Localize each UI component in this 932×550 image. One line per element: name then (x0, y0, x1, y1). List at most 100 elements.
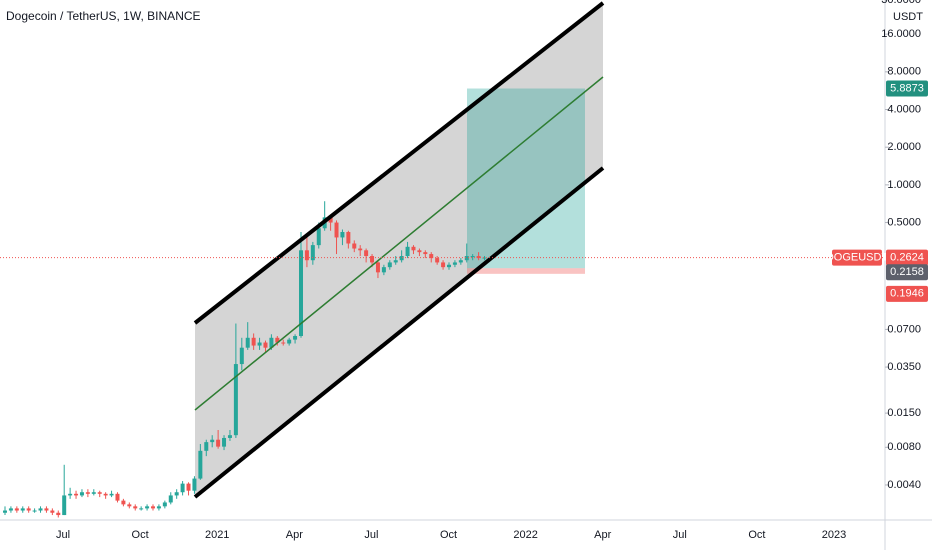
candle-body (121, 500, 126, 505)
candle-body (316, 228, 321, 246)
stop-zone (467, 268, 585, 274)
candle-body (470, 256, 475, 258)
y-tick-label: 0.0150 (887, 407, 921, 419)
candle-body (447, 264, 451, 268)
candle-body (26, 508, 31, 511)
candle-body (257, 342, 262, 346)
candle-body (340, 232, 345, 238)
candle-body (393, 260, 398, 263)
candle-body (8, 508, 13, 511)
candle-body (103, 493, 108, 496)
channel-fill (195, 3, 603, 497)
x-tick-label: Oct (440, 529, 457, 541)
candle-body (399, 256, 404, 261)
channel-lower (193, 166, 605, 499)
candle-body (168, 495, 173, 503)
y-tick-label: 0.0700 (887, 323, 921, 335)
candle-body (74, 493, 79, 496)
entry-tag: 0.2158 (890, 266, 924, 278)
x-tick-label: 2022 (513, 529, 537, 541)
stop-tag-bg (886, 285, 928, 302)
candle-body (133, 506, 138, 509)
x-tick-label: Jul (673, 529, 687, 541)
candle-body (411, 246, 416, 251)
candle-body (115, 493, 120, 501)
x-tick-label: Jul (56, 529, 70, 541)
candle-body (387, 262, 392, 268)
candle-body (227, 435, 232, 438)
candle-body (381, 267, 386, 273)
candle-body (263, 342, 268, 348)
stop-tag: 0.1946 (890, 288, 924, 300)
candle-body (269, 337, 274, 348)
candle-body (91, 492, 96, 494)
candle-body (352, 243, 357, 249)
candle-body (417, 250, 422, 253)
y-tick-label: 0.0080 (887, 441, 921, 453)
y-tick-label: 0.5000 (887, 216, 921, 228)
candle-body (275, 337, 280, 343)
candle-body (299, 250, 303, 337)
last-price-tag: 0.2624 (890, 251, 924, 263)
candle-body (50, 510, 55, 513)
candle-body (127, 504, 132, 507)
x-tick-label: Apr (286, 529, 303, 541)
candle-body (79, 492, 84, 496)
y-tick-label: 16.0000 (881, 28, 921, 40)
candle-body (233, 364, 238, 436)
candle-body (192, 478, 197, 491)
candle-body (38, 508, 43, 511)
entry-tag-bg (886, 264, 928, 281)
candle-body (429, 254, 434, 259)
y-tick-label: 30.0000 (881, 0, 921, 6)
candle-body (304, 250, 309, 261)
candle-body (44, 508, 49, 511)
candle-body (68, 493, 73, 496)
candle-body (287, 339, 292, 344)
y-tick-label: 4.0000 (887, 103, 921, 115)
candle-body (364, 250, 369, 257)
candle-body (216, 439, 221, 447)
candle-body (370, 256, 375, 263)
x-tick-label: Jul (364, 529, 378, 541)
candle-body (210, 439, 215, 443)
candle-body (441, 262, 446, 268)
x-tick-label: Oct (132, 529, 149, 541)
symbol-tag: DOGEUSDT (826, 251, 889, 263)
candle-body (204, 442, 209, 451)
candle-body (435, 258, 440, 263)
candle-body (405, 246, 410, 257)
candle-body (310, 245, 315, 261)
candle-body (482, 257, 487, 259)
candle-body (14, 508, 19, 511)
candle-body (281, 342, 286, 344)
y-tick-label: 2.0000 (887, 141, 921, 153)
candle-body (334, 222, 339, 238)
candle-body (346, 232, 351, 244)
candle-body (458, 260, 463, 263)
candle-body (251, 337, 256, 346)
x-tick-label: 2023 (822, 529, 846, 541)
candle-body (20, 508, 25, 511)
candle-body (109, 493, 114, 496)
candle-body (293, 336, 298, 340)
y-tick-label: 1.0000 (887, 179, 921, 191)
candle-body (62, 495, 67, 516)
candle-body (151, 506, 155, 509)
candle-body (32, 510, 37, 512)
y-unit: USDT (893, 11, 923, 23)
candle-body (180, 483, 185, 493)
chart-title: Dogecoin / TetherUS, 1W, BINANCE (6, 9, 201, 23)
channel-upper (193, 1, 605, 325)
target-tag-bg (886, 80, 928, 97)
candle-body (245, 337, 250, 348)
candle-body (358, 248, 363, 251)
symbol-tag-bg (832, 249, 882, 266)
candle-body (56, 512, 61, 516)
x-tick-label: Oct (748, 529, 765, 541)
candle-body (375, 262, 380, 273)
target-tag: 5.8873 (890, 82, 924, 94)
candle-body (476, 256, 481, 259)
y-tick-label: 0.0350 (887, 361, 921, 373)
